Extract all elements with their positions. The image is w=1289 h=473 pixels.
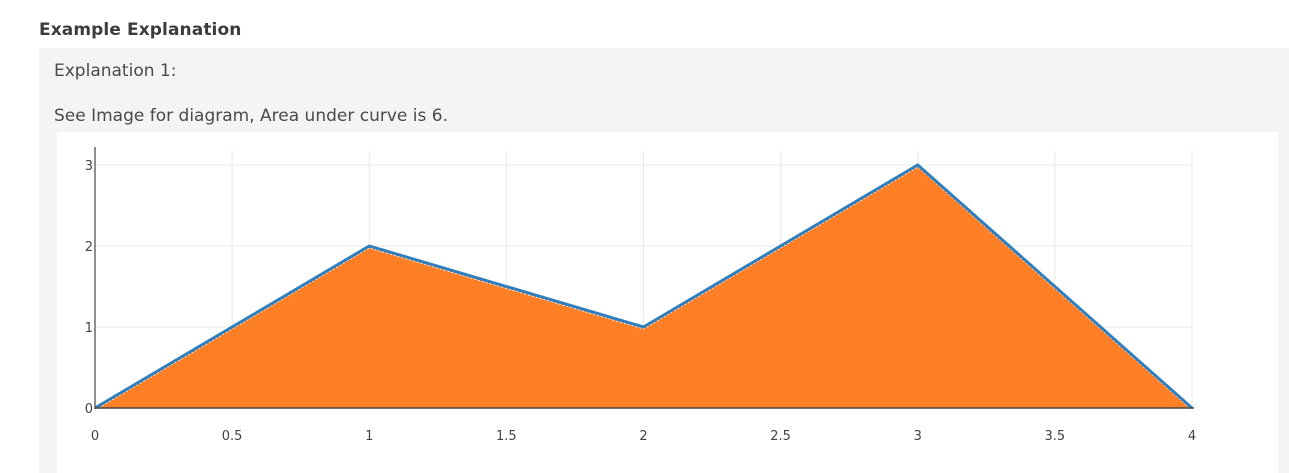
explanation-heading: Explanation 1: (54, 61, 177, 81)
tick-layer: 0 0.5 1 1.5 2 2.5 3 3.5 4 0 1 2 3 (85, 159, 1196, 444)
y-tick-label: 3 (85, 159, 93, 174)
series-line (94, 163, 1193, 410)
y-tick-label: 0 (85, 402, 93, 417)
explanation-text: See Image for diagram, Area under curve … (54, 106, 448, 126)
area-fill (95, 165, 1192, 408)
x-tick-label: 1 (365, 429, 373, 444)
x-tick-label: 3 (914, 429, 922, 444)
area-layer (94, 163, 1193, 411)
y-tick-label: 1 (85, 321, 93, 336)
explanation-box: Explanation 1: See Image for diagram, Ar… (39, 48, 1289, 473)
x-tick-label: 4 (1188, 429, 1196, 444)
chart-card: 0 0.5 1 1.5 2 2.5 3 3.5 4 0 1 2 3 (57, 132, 1278, 473)
y-tick-label: 2 (85, 240, 93, 255)
x-tick-label: 1.5 (496, 429, 517, 444)
section-title: Example Explanation (39, 20, 242, 40)
axis-layer (94, 147, 1194, 409)
x-tick-label: 2 (639, 429, 647, 444)
x-tick-label: 2.5 (770, 429, 791, 444)
x-tick-label: 0.5 (222, 429, 243, 444)
area-chart: 0 0.5 1 1.5 2 2.5 3 3.5 4 0 1 2 3 (85, 147, 1196, 444)
x-tick-label: 3.5 (1045, 429, 1066, 444)
x-tick-label: 0 (91, 429, 99, 444)
